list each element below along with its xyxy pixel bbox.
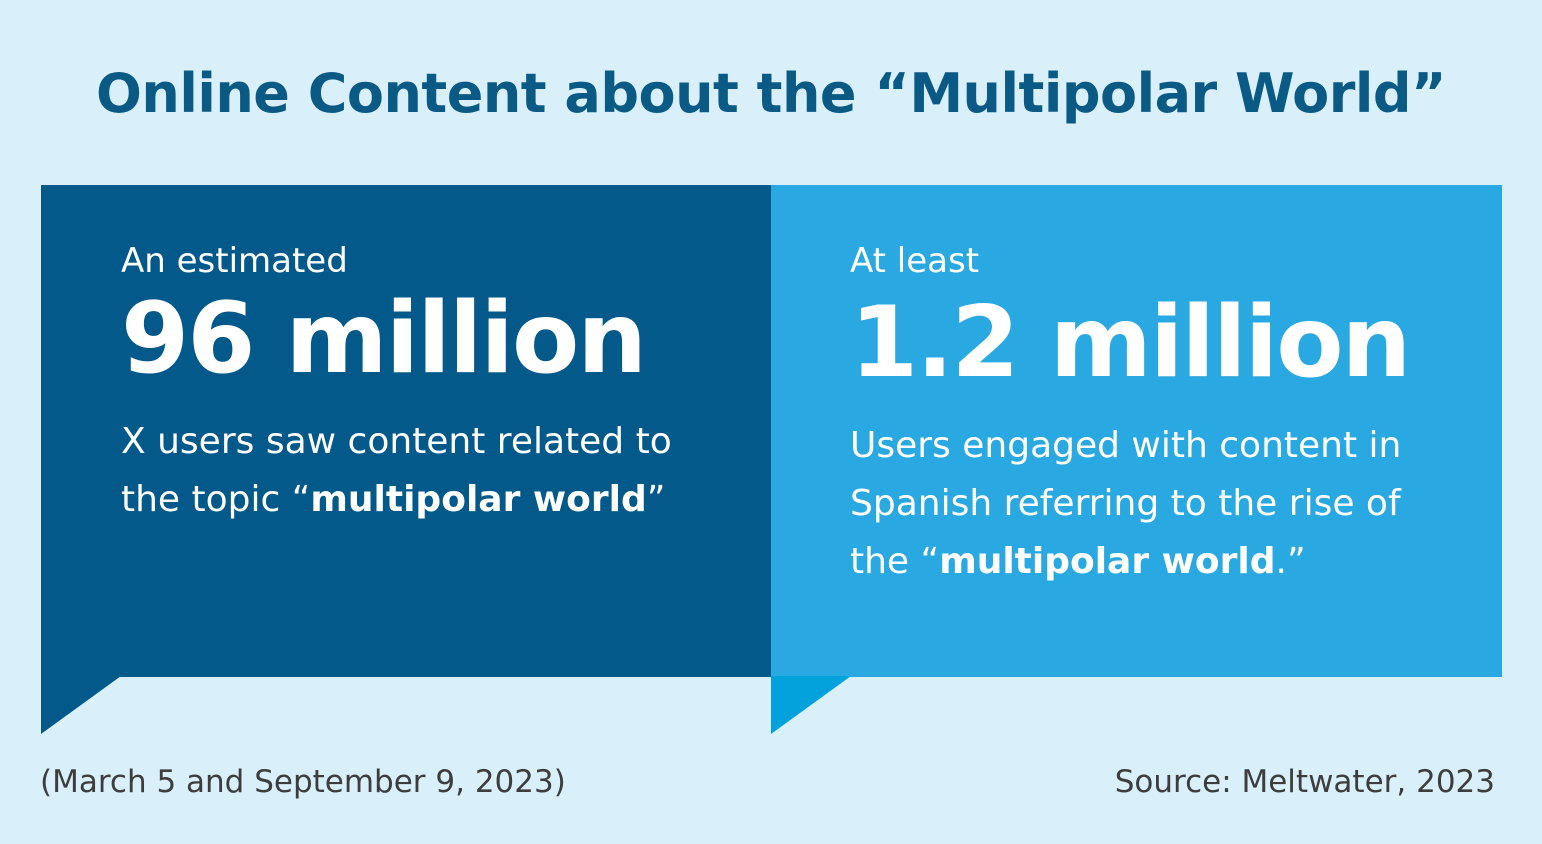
left-description-end: ” xyxy=(646,479,666,520)
right-callout-tail xyxy=(771,676,851,734)
left-description-text: X users saw content related to the topic… xyxy=(121,421,672,520)
left-callout-tail xyxy=(41,676,121,734)
left-callout-box xyxy=(41,185,771,677)
page-title: Online Content about the “Multipolar Wor… xyxy=(96,62,1447,125)
left-description: X users saw content related to the topic… xyxy=(121,413,681,529)
right-intro-text: At least xyxy=(850,241,980,281)
right-description: Users engaged with content in Spanish re… xyxy=(850,417,1470,591)
source-note: Source: Meltwater, 2023 xyxy=(1114,764,1495,800)
left-description-bold: multipolar world xyxy=(310,479,647,520)
right-callout-box xyxy=(771,185,1502,677)
right-description-bold: multipolar world xyxy=(939,541,1276,582)
right-description-end: .” xyxy=(1275,541,1306,582)
left-intro-text: An estimated xyxy=(121,241,348,281)
right-figure: 1.2 million xyxy=(850,286,1411,400)
left-figure: 96 million xyxy=(121,282,647,396)
date-range-note: (March 5 and September 9, 2023) xyxy=(40,764,566,800)
right-description-text: Users engaged with content in Spanish re… xyxy=(850,425,1402,582)
